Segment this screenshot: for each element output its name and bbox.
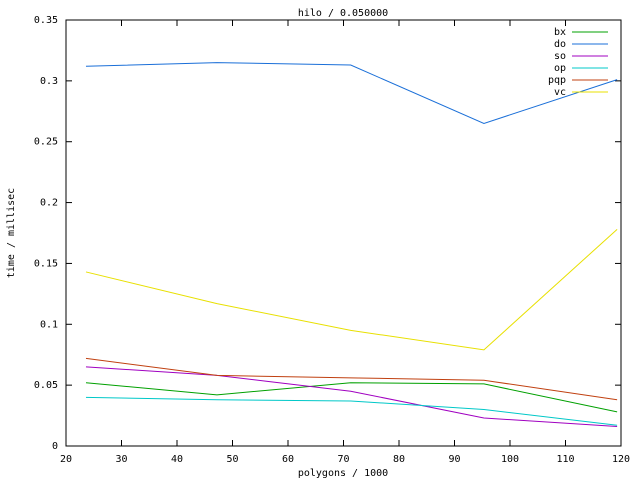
x-tick-label: 120 bbox=[612, 454, 630, 465]
series-line bbox=[85, 396, 618, 426]
legend-label: bx bbox=[554, 27, 566, 38]
series-line bbox=[85, 366, 618, 428]
y-axis-label: time / millisec bbox=[6, 188, 17, 278]
x-tick-label: 60 bbox=[282, 454, 294, 465]
y-tick-label: 0.25 bbox=[34, 137, 58, 148]
y-tick-label: 0.15 bbox=[34, 258, 58, 269]
legend-label: vc bbox=[554, 87, 566, 98]
y-tick-label: 0 bbox=[52, 441, 58, 452]
x-tick-label: 70 bbox=[337, 454, 349, 465]
x-tick-label: 110 bbox=[556, 454, 574, 465]
x-tick-label: 30 bbox=[115, 454, 127, 465]
series-line bbox=[85, 357, 618, 401]
x-tick-label: 90 bbox=[448, 454, 460, 465]
y-tick-label: 0.1 bbox=[40, 319, 58, 330]
x-tick-label: 50 bbox=[226, 454, 238, 465]
series-line bbox=[85, 228, 618, 351]
series-line bbox=[85, 382, 618, 413]
x-tick-label: 80 bbox=[393, 454, 405, 465]
legend-label: so bbox=[554, 51, 566, 62]
y-tick-label: 0.35 bbox=[34, 15, 58, 26]
legend-label: pqp bbox=[548, 75, 566, 86]
y-tick-label: 0.2 bbox=[40, 198, 58, 209]
legend-label: op bbox=[554, 63, 566, 74]
y-tick-label: 0.3 bbox=[40, 76, 58, 87]
x-tick-label: 40 bbox=[171, 454, 183, 465]
chart-title: hilo / 0.050000 bbox=[298, 8, 388, 19]
series-line bbox=[85, 62, 618, 124]
y-tick-label: 0.05 bbox=[34, 380, 58, 391]
x-axis-label: polygons / 1000 bbox=[298, 468, 388, 479]
x-tick-label: 100 bbox=[501, 454, 519, 465]
legend-label: do bbox=[554, 39, 566, 50]
x-tick-label: 20 bbox=[60, 454, 72, 465]
